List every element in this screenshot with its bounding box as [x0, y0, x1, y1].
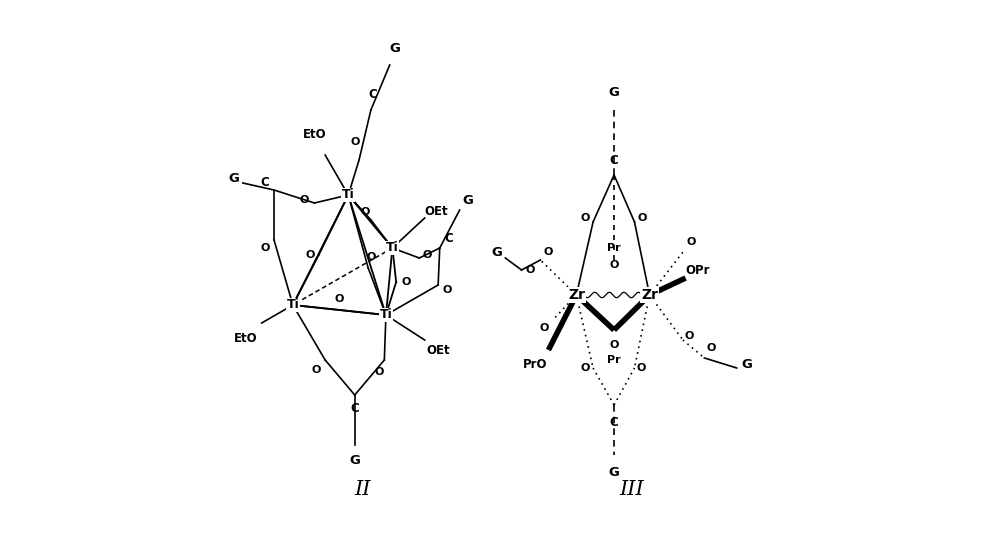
- Text: O: O: [638, 213, 647, 223]
- Text: Ti: Ti: [286, 299, 299, 312]
- Text: G: G: [228, 172, 239, 185]
- Text: O: O: [260, 243, 270, 253]
- Text: O: O: [636, 363, 646, 373]
- Text: OEt: OEt: [425, 206, 448, 218]
- Text: G: G: [462, 194, 473, 207]
- Text: Zr: Zr: [641, 288, 658, 302]
- Text: OEt: OEt: [426, 343, 450, 357]
- Text: O: O: [443, 285, 452, 295]
- Text: O: O: [687, 237, 696, 247]
- Text: III: III: [619, 480, 644, 499]
- Text: G: G: [609, 465, 619, 478]
- Text: C: C: [610, 415, 618, 428]
- Text: EtO: EtO: [234, 331, 257, 344]
- Text: Pr: Pr: [607, 243, 621, 253]
- Text: G: G: [741, 358, 752, 372]
- Text: O: O: [685, 331, 694, 341]
- Text: O: O: [544, 247, 553, 257]
- Text: O: O: [580, 363, 590, 373]
- Text: C: C: [260, 176, 269, 189]
- Text: O: O: [401, 277, 411, 287]
- Text: G: G: [492, 246, 503, 259]
- Text: O: O: [580, 213, 590, 223]
- Text: G: G: [390, 41, 401, 54]
- Text: O: O: [335, 294, 344, 305]
- Text: Ti: Ti: [380, 308, 392, 322]
- Text: EtO: EtO: [303, 129, 326, 141]
- Text: C: C: [368, 88, 377, 102]
- Text: G: G: [609, 86, 619, 98]
- Text: OPr: OPr: [686, 264, 710, 277]
- Text: O: O: [525, 265, 535, 275]
- Text: O: O: [374, 367, 384, 377]
- Text: O: O: [350, 137, 359, 147]
- Text: II: II: [355, 480, 371, 499]
- Text: O: O: [311, 365, 321, 375]
- Text: O: O: [299, 195, 309, 205]
- Text: O: O: [306, 250, 315, 260]
- Text: O: O: [361, 207, 370, 217]
- Text: C: C: [610, 153, 618, 166]
- Text: Zr: Zr: [568, 288, 585, 302]
- Text: C: C: [350, 401, 359, 414]
- Text: O: O: [423, 250, 432, 260]
- Text: Ti: Ti: [386, 242, 399, 254]
- Text: G: G: [349, 454, 360, 466]
- Text: O: O: [609, 340, 619, 350]
- Text: Ti: Ti: [342, 188, 355, 202]
- Text: O: O: [540, 323, 549, 333]
- Text: O: O: [609, 260, 619, 270]
- Text: O: O: [706, 343, 716, 353]
- Text: PrO: PrO: [523, 358, 547, 372]
- Text: C: C: [445, 231, 453, 244]
- Text: Pr: Pr: [607, 355, 621, 365]
- Text: O: O: [366, 252, 376, 262]
